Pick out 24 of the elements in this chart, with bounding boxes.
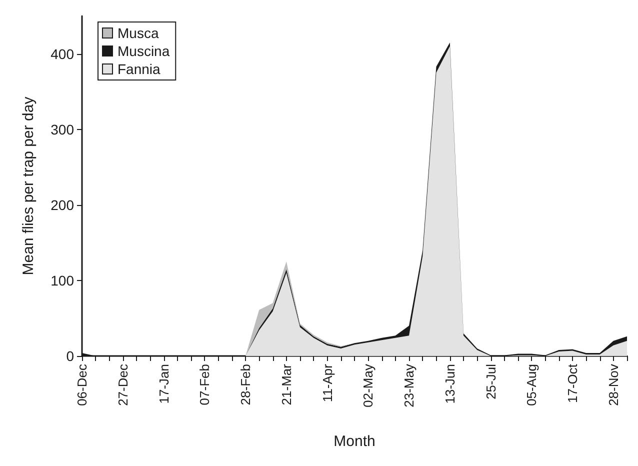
x-axis-title: Month [334,433,376,450]
x-tick-label: 17-Jan [156,364,172,404]
y-tick-label: 300 [50,121,74,138]
legend-label: Muscina [118,43,170,59]
y-tick-label: 0 [66,348,74,364]
x-tick-label: 06-Dec [74,364,90,406]
x-tick-label: 27-Dec [115,364,130,406]
y-tick-label: 200 [50,196,74,213]
x-tick-label: 13-Jun [442,364,458,404]
x-tick-label: 28-Feb [238,364,253,406]
x-tick-label: 17-Oct [565,364,580,404]
x-tick-label: 28-Nov [606,364,621,406]
x-tick-label: 07-Feb [197,364,212,406]
y-tick-label: 400 [50,46,74,62]
legend-label: Musca [118,25,159,41]
x-tick-label: 05-Aug [524,364,540,406]
legend-label: Fannia [118,61,161,77]
x-tick-label: 21-Mar [278,363,294,406]
x-tick-label: 02-May [360,364,376,408]
x-tick-label: 25-Jul [483,364,498,400]
x-tick-label: 23-May [402,364,416,408]
x-tick-label: 11-Apr [320,363,335,402]
y-axis-title: Mean flies per trap per day [20,96,37,276]
y-tick-label: 100 [50,272,74,288]
